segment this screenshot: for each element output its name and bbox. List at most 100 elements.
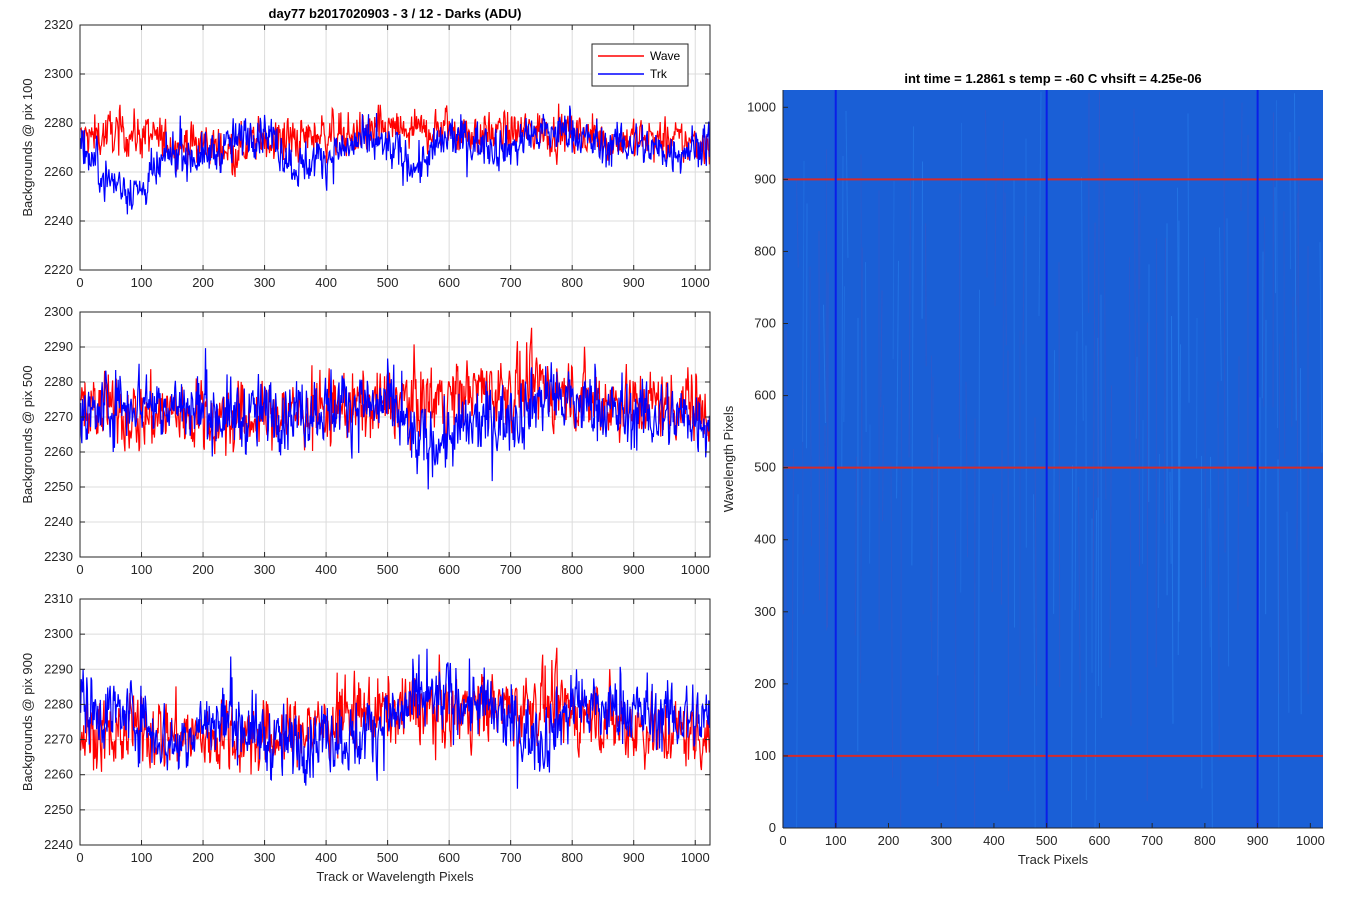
x-tick-label: 900: [1247, 833, 1269, 848]
y-tick-label: 700: [754, 316, 776, 331]
y-tick-label: 2270: [44, 409, 73, 424]
legend-box: [591, 43, 689, 87]
x-tick-label: 800: [561, 850, 583, 865]
plot-title: int time = 1.2861 s temp = -60 C vhsift …: [904, 71, 1201, 86]
y-tick-label: 300: [754, 604, 776, 619]
line-plot-pix-100: 0 100 200 300 400 500 600 700 800 900 1000 2220 2240…: [20, 6, 711, 290]
y-tick-label: 2320: [44, 17, 73, 32]
x-tick-label: 0: [76, 562, 83, 577]
y-tick-label: 0: [769, 820, 776, 835]
x-tick-label: 300: [254, 275, 276, 290]
x-tick-label: 100: [131, 562, 153, 577]
y-tick-label: 500: [754, 460, 776, 475]
y-tick-label: 2310: [44, 591, 73, 606]
y-tick-label: 2260: [44, 444, 73, 459]
x-tick-label: 400: [983, 833, 1005, 848]
y-tick-label: 2300: [44, 304, 73, 319]
x-tick-label: 500: [377, 562, 399, 577]
x-tick-label: 300: [930, 833, 952, 848]
x-tick-label: 500: [1036, 833, 1058, 848]
heatmap-plot: 0 100 200 300 400 500 600 700 800 900 1000 0 100 200 3…: [721, 71, 1325, 867]
x-tick-label: 500: [377, 850, 399, 865]
x-tick-label: 900: [623, 562, 645, 577]
x-tick-label: 0: [76, 275, 83, 290]
x-tick-label: 200: [192, 562, 214, 577]
series-line-trk: [80, 348, 710, 490]
y-axis-label: Backgrounds @ pix 900: [20, 653, 35, 791]
series-line-trk: [80, 105, 710, 215]
y-tick-label: 2240: [44, 837, 73, 852]
axes-box: [79, 598, 711, 846]
x-tick-label: 700: [1141, 833, 1163, 848]
x-tick-label: 700: [500, 850, 522, 865]
y-tick-label: 400: [754, 532, 776, 547]
y-tick-label: 2280: [44, 696, 73, 711]
x-tick-label: 400: [315, 850, 337, 865]
x-tick-label: 700: [500, 562, 522, 577]
x-tick-label: 800: [561, 562, 583, 577]
x-tick-label: 300: [254, 562, 276, 577]
axes-box: [79, 24, 711, 271]
x-tick-label: 200: [192, 850, 214, 865]
y-tick-label: 2290: [44, 339, 73, 354]
x-axis-label: Track or Wavelength Pixels: [316, 869, 474, 884]
y-tick-label: 2230: [44, 549, 73, 564]
x-tick-label: 600: [438, 850, 460, 865]
y-tick-label: 1000: [747, 99, 776, 114]
y-tick-label: 800: [754, 243, 776, 258]
y-tick-label: 2300: [44, 66, 73, 81]
y-tick-label: 2250: [44, 802, 73, 817]
y-axis-label: Backgrounds @ pix 500: [20, 365, 35, 503]
x-tick-label: 600: [438, 275, 460, 290]
y-tick-label: 2290: [44, 661, 73, 676]
y-tick-label: 2240: [44, 213, 73, 228]
y-tick-label: 900: [754, 171, 776, 186]
x-tick-label: 1000: [681, 850, 710, 865]
y-tick-label: 600: [754, 388, 776, 403]
x-tick-label: 200: [878, 833, 900, 848]
x-tick-label: 900: [623, 850, 645, 865]
plot-title: day77 b2017020903 - 3 / 12 - Darks (ADU): [269, 6, 522, 21]
x-tick-label: 600: [438, 562, 460, 577]
x-tick-label: 700: [500, 275, 522, 290]
x-tick-label: 400: [315, 275, 337, 290]
x-tick-label: 0: [76, 850, 83, 865]
x-tick-label: 600: [1089, 833, 1111, 848]
x-tick-label: 100: [825, 833, 847, 848]
y-axis-label: Wavelength Pixels: [721, 405, 736, 512]
y-tick-label: 2280: [44, 115, 73, 130]
y-axis-label: Backgrounds @ pix 100: [20, 78, 35, 216]
x-axis-label: Track Pixels: [1018, 852, 1089, 867]
legend: Wave Trk: [591, 43, 689, 87]
y-tick-label: 2280: [44, 374, 73, 389]
x-tick-label: 100: [131, 275, 153, 290]
y-tick-label: 2220: [44, 262, 73, 277]
legend-label-trk: Trk: [650, 67, 668, 81]
heatmap-image: [783, 90, 1323, 828]
legend-label-wave: Wave: [650, 49, 681, 63]
x-tick-label: 900: [623, 275, 645, 290]
y-tick-label: 2270: [44, 732, 73, 747]
y-tick-label: 200: [754, 676, 776, 691]
x-tick-label: 100: [131, 850, 153, 865]
axes-box: [79, 311, 711, 558]
heatmap-texture: [782, 91, 1323, 829]
y-tick-label: 2260: [44, 767, 73, 782]
series-line-trk: [80, 648, 710, 789]
x-tick-label: 300: [254, 850, 276, 865]
y-tick-label: 100: [754, 748, 776, 763]
y-tick-label: 2240: [44, 514, 73, 529]
x-tick-label: 0: [779, 833, 786, 848]
y-tick-label: 2250: [44, 479, 73, 494]
x-tick-label: 1000: [681, 275, 710, 290]
line-plot-pix-500: 0 100 200 300 400 500 600 700 800 900 1000 2230 2240…: [20, 304, 711, 577]
x-tick-label: 800: [561, 275, 583, 290]
y-tick-label: 2260: [44, 164, 73, 179]
line-plot-pix-900: 0 100 200 300 400 500 600 700 800 900 1000 2240 2250…: [20, 591, 711, 884]
x-tick-label: 400: [315, 562, 337, 577]
x-tick-label: 800: [1194, 833, 1216, 848]
x-tick-label: 1000: [681, 562, 710, 577]
y-tick-label: 2300: [44, 626, 73, 641]
x-tick-label: 1000: [1296, 833, 1325, 848]
